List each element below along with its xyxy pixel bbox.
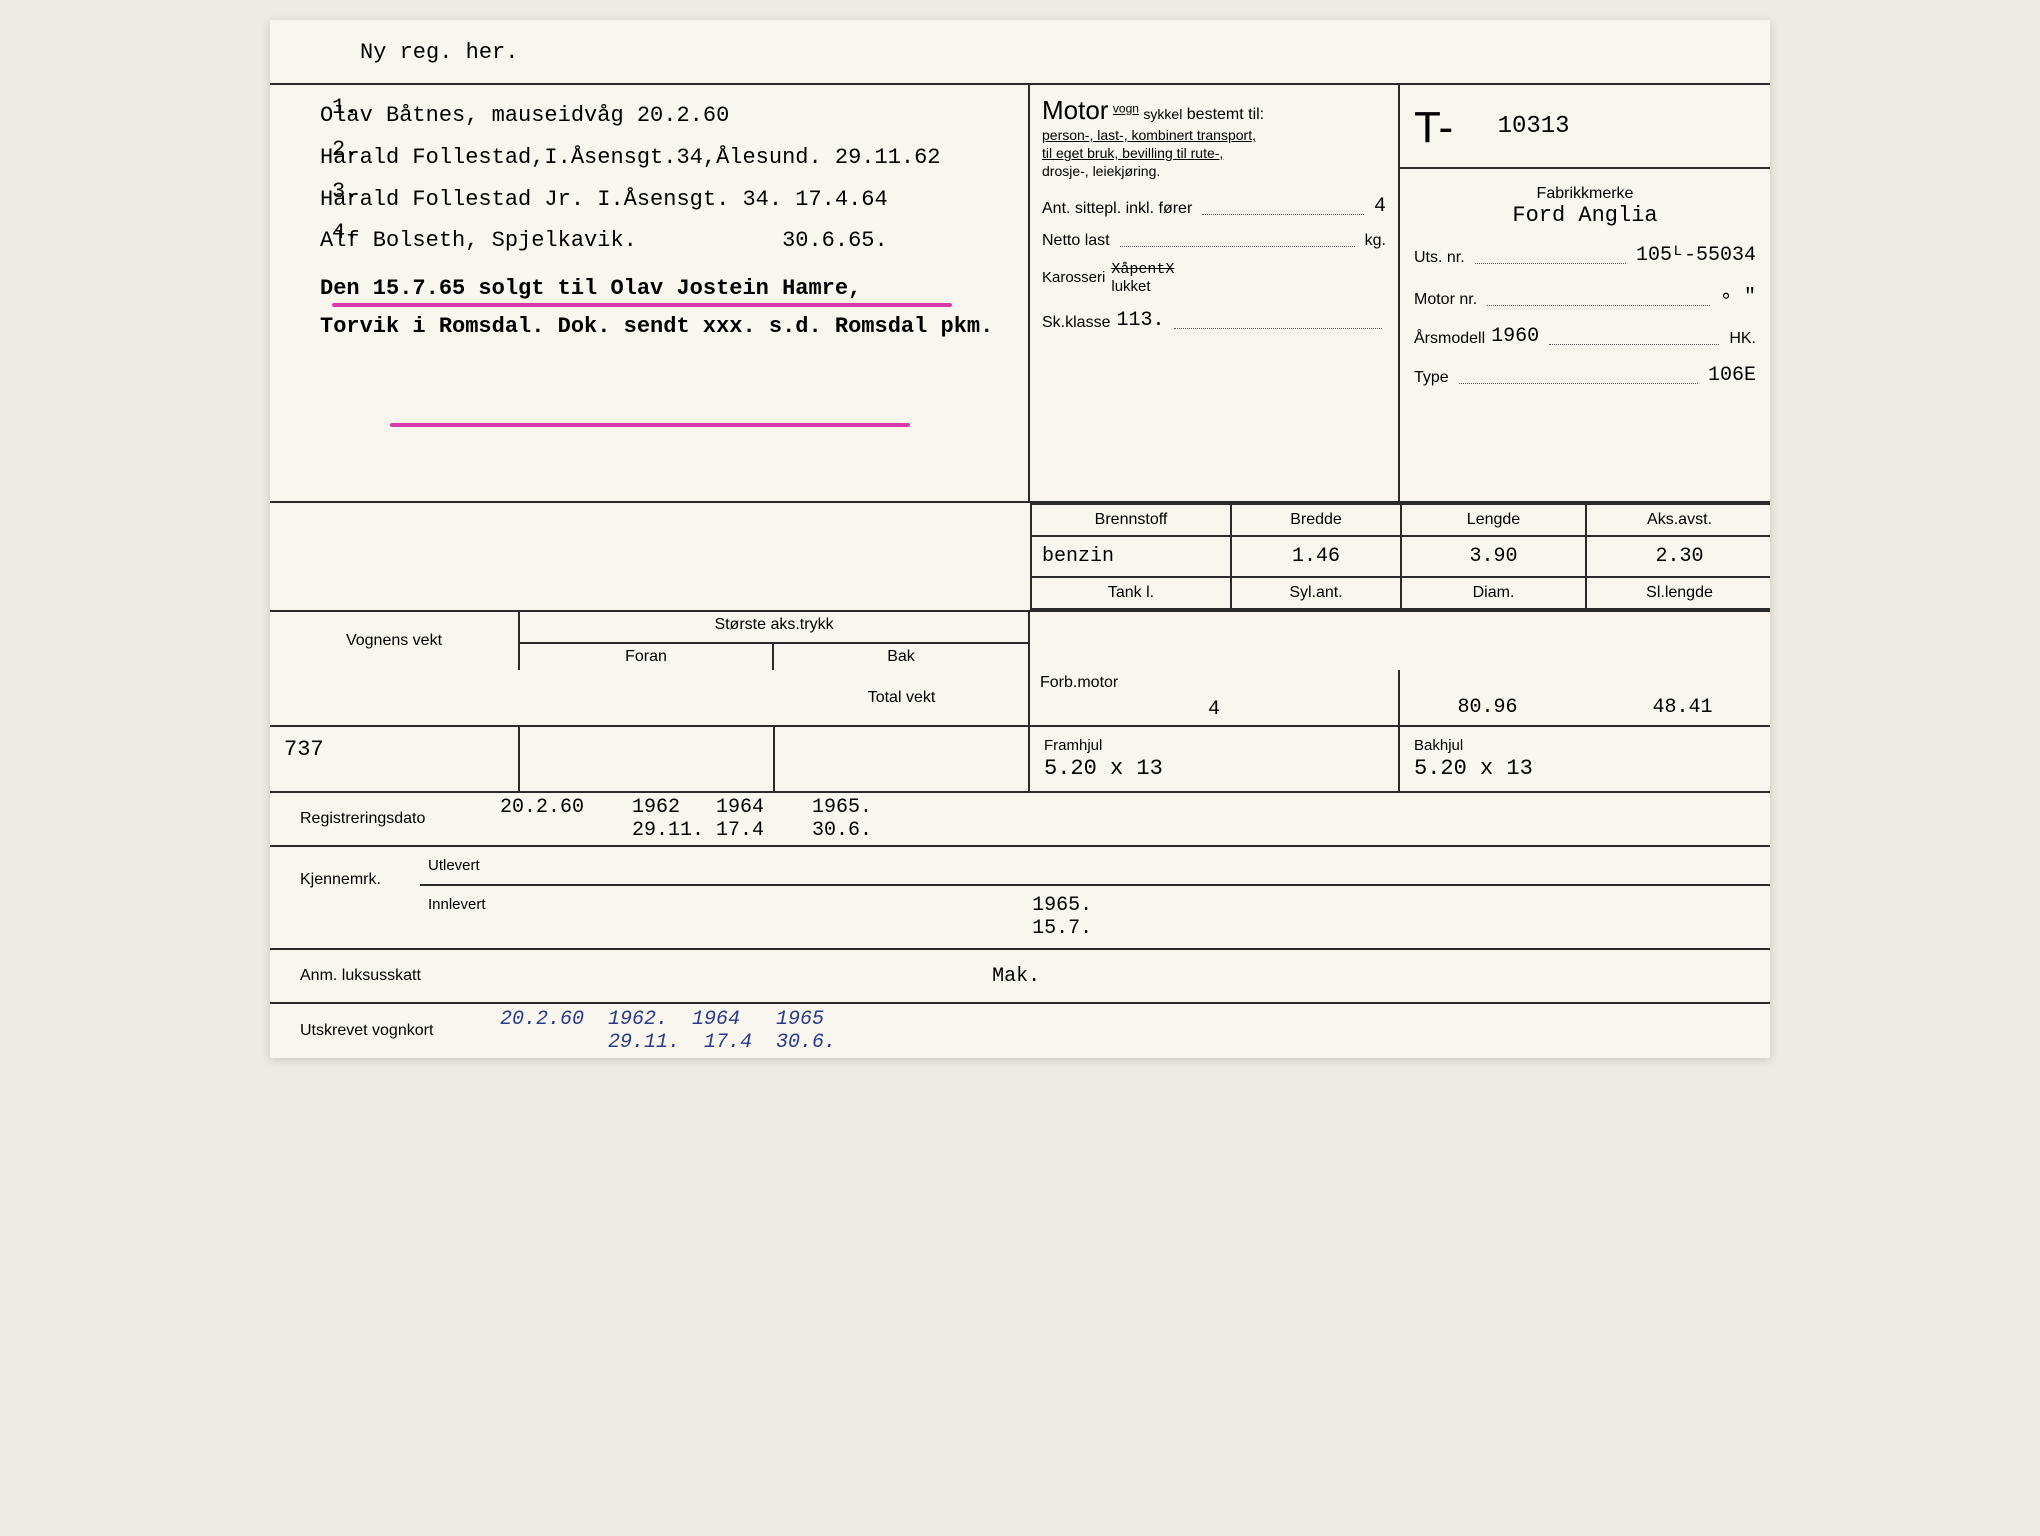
registration-card: Ny reg. her. 1.Olav Båtnes, mauseidvåg 2… (270, 20, 1770, 1058)
motor-title: Motor (1042, 95, 1108, 125)
arsmodell-label: Årsmodell (1414, 330, 1485, 348)
bak-label: Bak (774, 644, 1028, 670)
brennstoff-label: Brennstoff (1032, 505, 1232, 535)
motor-opts: person-, last-, kombinert transport, til… (1042, 126, 1386, 181)
vognkort-value: 20.2.60 1962. 1964 1965 29.11. 17.4 30.6… (500, 1008, 1770, 1054)
utlevert-label: Utlevert (420, 847, 530, 886)
brennstoff-value: benzin (1032, 537, 1232, 576)
header-note: Ny reg. her. (270, 40, 1770, 65)
netto-label: Netto last (1042, 232, 1110, 250)
aksavst-label: Aks.avst. (1587, 505, 1772, 535)
karosseri-apent: XåpentX (1111, 261, 1174, 278)
foran-label: Foran (520, 644, 774, 670)
owner-num: 2. (332, 137, 358, 162)
bottom-section: Vognens vekt Største aks.trykk Foran Bak… (270, 610, 1770, 1058)
luksus-value: Mak. (500, 965, 1770, 988)
sale-note-line: Torvik i Romsdal. Dok. sendt xxx. s.d. R… (320, 308, 1016, 345)
lengde-label: Lengde (1402, 505, 1587, 535)
registration-box: T- 10313 Fabrikkmerke Ford Anglia Uts. n… (1400, 83, 1770, 503)
motor-bestemt: bestemt til: (1187, 106, 1264, 123)
reg-prefix: T- (1414, 103, 1453, 153)
diam-label: Diam. (1402, 578, 1587, 608)
sllengde-value: 48.41 (1652, 696, 1712, 719)
type-value: 106E (1708, 364, 1756, 387)
netto-unit: kg. (1365, 232, 1386, 250)
framhjul-label: Framhjul (1044, 737, 1384, 754)
owner-line: Alf Bolseth, Spjelkavik. 30.6.65. (320, 228, 888, 253)
framhjul-value: 5.20 x 13 (1044, 756, 1163, 781)
owner-line: Harald Follestad Jr. I.Åsensgt. 34. 17.4… (320, 187, 888, 212)
motor-opt-line: til eget bruk, bevilling til rute-, (1042, 145, 1223, 161)
karosseri-label: Karosseri (1042, 269, 1105, 286)
luksus-label: Anm. luksusskatt (270, 967, 500, 985)
motornr-label: Motor nr. (1414, 291, 1477, 309)
motor-box: Motor vogn sykkel bestemt til: person-, … (1030, 83, 1400, 503)
regdato-label: Registreringsdato (270, 810, 500, 828)
fabrikk-label: Fabrikkmerke (1414, 185, 1756, 203)
hk-label: HK. (1729, 330, 1756, 348)
syl-value: 4 (1208, 698, 1220, 721)
fabrikk-value: Ford Anglia (1414, 203, 1756, 228)
highlight-line (390, 423, 910, 427)
specs-grid: Brennstoff Bredde Lengde Aks.avst. benzi… (1030, 503, 1770, 610)
forbmotor-label: Forb.motor (1040, 674, 1388, 692)
owners-box: 1.Olav Båtnes, mauseidvåg 20.2.60 2.Hara… (270, 83, 1030, 503)
motor-sykkel-strike: sykkel (1143, 106, 1182, 122)
utsnr-value: 105ᴸ-55034 (1636, 244, 1756, 267)
motor-vogn: vogn (1113, 102, 1139, 116)
bredde-label: Bredde (1232, 505, 1402, 535)
type-label: Type (1414, 369, 1449, 387)
utsnr-label: Uts. nr. (1414, 249, 1465, 267)
main-grid: 1.Olav Båtnes, mauseidvåg 20.2.60 2.Hara… (270, 83, 1770, 610)
tank-label: Tank l. (1032, 578, 1232, 608)
sittepl-value: 4 (1374, 195, 1386, 218)
motornr-value: ∘ " (1720, 283, 1756, 309)
sllengde-label: Sl.lengde (1587, 578, 1772, 608)
owner-line: Harald Follestad,I.Åsensgt.34,Ålesund. 2… (320, 145, 941, 170)
lengde-value: 3.90 (1402, 537, 1587, 576)
sale-note: Den 15.7.65 solgt til Olav Jostein Hamre… (320, 270, 1016, 345)
kjenn-label: Kjennemrk. (270, 847, 420, 948)
arsmodell-value: 1960 (1491, 325, 1539, 348)
motor-opt-line: person-, last-, kombinert transport, (1042, 127, 1256, 143)
highlight-line (332, 303, 952, 307)
innlevert-label: Innlevert (420, 886, 530, 948)
vognvekt-label: Vognens vekt (270, 612, 520, 670)
storste-label: Største aks.trykk (520, 612, 1028, 638)
regdato-value: 20.2.60 1962 1964 1965. 29.11. 17.4 30.6… (500, 796, 1770, 842)
owner-num: 1. (332, 95, 358, 120)
motor-opt-line: drosje-, leiekjøring. (1042, 163, 1160, 179)
innlevert-value: 1965. 15.7. (530, 886, 1770, 948)
reg-number: 10313 (1498, 113, 1570, 140)
sale-note-line: Den 15.7.65 solgt til Olav Jostein Hamre… (320, 270, 1016, 307)
vognkort-label: Utskrevet vognkort (270, 1022, 500, 1040)
sittepl-label: Ant. sittepl. inkl. fører (1042, 200, 1192, 218)
karosseri-lukket: lukket (1111, 278, 1150, 295)
owner-num: 3. (332, 179, 358, 204)
aksavst-value: 2.30 (1587, 537, 1772, 576)
total-label: Total vekt (775, 670, 1030, 725)
bredde-value: 1.46 (1232, 537, 1402, 576)
bakhjul-value: 5.20 x 13 (1414, 756, 1533, 781)
syl-label: Syl.ant. (1232, 578, 1402, 608)
owner-num: 4. (332, 220, 358, 245)
owner-line: Olav Båtnes, mauseidvåg 20.2.60 (320, 103, 729, 128)
skklasse-value: 113. (1116, 309, 1164, 332)
vognvekt-value: 737 (270, 727, 520, 791)
bakhjul-label: Bakhjul (1414, 737, 1756, 754)
diam-value: 80.96 (1457, 696, 1517, 719)
skklasse-label: Sk.klasse (1042, 314, 1110, 332)
